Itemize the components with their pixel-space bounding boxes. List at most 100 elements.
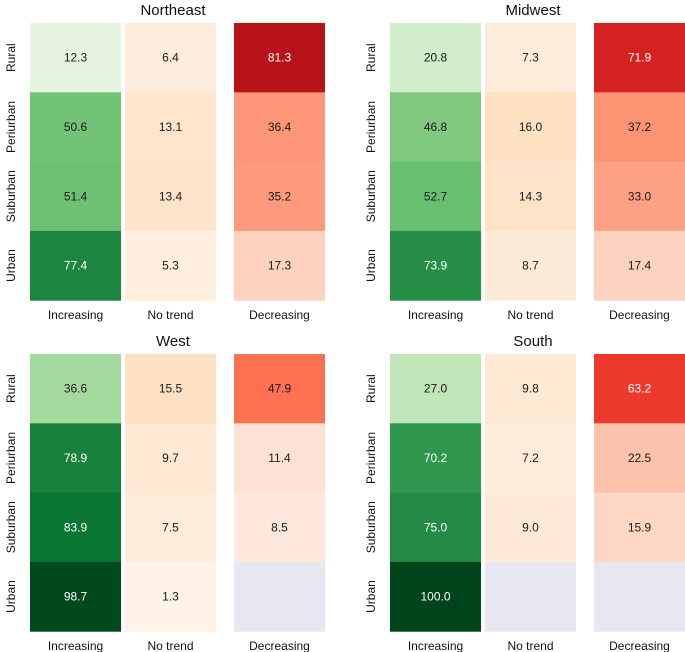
cell-value: 83.9	[64, 520, 88, 534]
heatmap-cell	[485, 23, 576, 93]
cell-value: 7.5	[162, 520, 179, 534]
cell-value: 70.2	[424, 451, 448, 465]
cell-value: 50.6	[64, 120, 88, 134]
cell-value: 33.0	[628, 189, 652, 203]
heatmap-cell	[234, 230, 325, 301]
heatmap-cell	[390, 161, 481, 232]
heatmap-cell	[234, 561, 325, 632]
heatmap-panel-south: South Rural 27.0 9.8 63.2 Periurban 70.2 7.2 22.…	[364, 333, 685, 652]
cell-value: 100.0	[420, 590, 450, 604]
column-label: No trend	[507, 639, 553, 652]
heatmap-cell	[30, 161, 121, 232]
heatmap-cell	[30, 492, 121, 563]
row-label: Suburban	[4, 170, 18, 222]
heatmap-cell	[234, 423, 325, 494]
heatmap-cell	[485, 92, 576, 163]
heatmap-cell	[125, 561, 216, 632]
row-label: Periurban	[4, 101, 18, 153]
heatmap-cell	[390, 230, 481, 301]
column-label: Decreasing	[609, 308, 670, 322]
heatmap-cell	[485, 423, 576, 494]
heatmap-cell	[234, 492, 325, 563]
panel-title: South	[513, 333, 552, 350]
heatmap-cell	[125, 92, 216, 163]
cell-value: 73.9	[424, 259, 448, 273]
cell-value: 36.4	[268, 120, 292, 134]
cell-value: 75.0	[424, 520, 448, 534]
cell-value: 1.3	[162, 590, 179, 604]
heatmap-panel-west: West Rural 36.6 15.5 47.9 Periurban 78.9 9.7 11.…	[4, 333, 325, 652]
column-label: Increasing	[408, 308, 463, 322]
heatmap-cell	[30, 354, 121, 424]
cell-value: 20.8	[424, 51, 448, 65]
heatmap-cell	[125, 354, 216, 424]
column-label: Increasing	[48, 639, 103, 652]
heatmap-cell	[485, 354, 576, 424]
cell-value: 98.7	[64, 590, 88, 604]
heatmap-cell	[485, 492, 576, 563]
column-label: Increasing	[408, 639, 463, 652]
cell-value: 5.3	[162, 259, 179, 273]
heatmap-cell	[30, 92, 121, 163]
cell-value: 63.2	[628, 382, 652, 396]
cell-value: 37.2	[628, 120, 652, 134]
heatmap-cell	[125, 423, 216, 494]
heatmap-cell	[390, 23, 481, 93]
cell-value: 22.5	[628, 451, 652, 465]
cell-value: 52.7	[424, 189, 448, 203]
column-label: Decreasing	[609, 639, 670, 652]
panel-title: Midwest	[505, 2, 561, 19]
heatmap-cell	[125, 230, 216, 301]
heatmap-cell	[485, 561, 576, 632]
cell-value: 35.2	[268, 189, 292, 203]
heatmap-cell	[485, 230, 576, 301]
cell-value: 47.9	[268, 382, 292, 396]
heatmap-cell	[30, 561, 121, 632]
row-label: Periurban	[4, 432, 18, 484]
row-label: Urban	[4, 249, 18, 282]
row-label: Suburban	[4, 501, 18, 553]
heatmap-cell	[30, 423, 121, 494]
heatmap-cell	[30, 230, 121, 301]
panel-title: West	[156, 333, 191, 350]
column-label: No trend	[147, 639, 193, 652]
cell-value: 8.7	[522, 259, 539, 273]
column-label: Increasing	[48, 308, 103, 322]
heatmap-cell	[594, 561, 685, 632]
row-label: Suburban	[364, 501, 378, 553]
heatmap-cell	[234, 161, 325, 232]
heatmap-cell	[125, 23, 216, 93]
cell-value: 12.3	[64, 51, 88, 65]
heatmap-cell	[594, 354, 685, 424]
heatmap-cell	[234, 23, 325, 93]
cell-value: 81.3	[268, 51, 292, 65]
cell-value: 13.4	[159, 189, 183, 203]
column-label: No trend	[507, 308, 553, 322]
heatmap-panel-midwest: Midwest Rural 20.8 7.3 71.9 Periurban 46.8 16.0…	[364, 2, 685, 322]
cell-value: 9.0	[522, 520, 539, 534]
heatmap-cell	[390, 492, 481, 563]
cell-value: 13.1	[159, 120, 183, 134]
row-label: Rural	[364, 43, 378, 72]
heatmap-cell	[234, 354, 325, 424]
row-label: Periurban	[364, 432, 378, 484]
heatmap-cell	[485, 161, 576, 232]
cell-value: 9.7	[162, 451, 179, 465]
cell-value: 71.9	[628, 51, 652, 65]
cell-value: 7.2	[522, 451, 539, 465]
row-label: Urban	[4, 580, 18, 613]
cell-value: 15.9	[628, 520, 652, 534]
heatmap-cell	[390, 354, 481, 424]
cell-value: 16.0	[519, 120, 543, 134]
cell-value: 8.5	[271, 520, 288, 534]
heatmap-cell	[234, 92, 325, 163]
column-label: Decreasing	[249, 639, 310, 652]
heatmap-cell	[390, 423, 481, 494]
cell-value: 46.8	[424, 120, 448, 134]
row-label: Rural	[4, 43, 18, 72]
heatmap-cell	[125, 492, 216, 563]
cell-value: 7.3	[522, 51, 539, 65]
heatmap-cell	[594, 492, 685, 563]
heatmap-cell	[390, 92, 481, 163]
